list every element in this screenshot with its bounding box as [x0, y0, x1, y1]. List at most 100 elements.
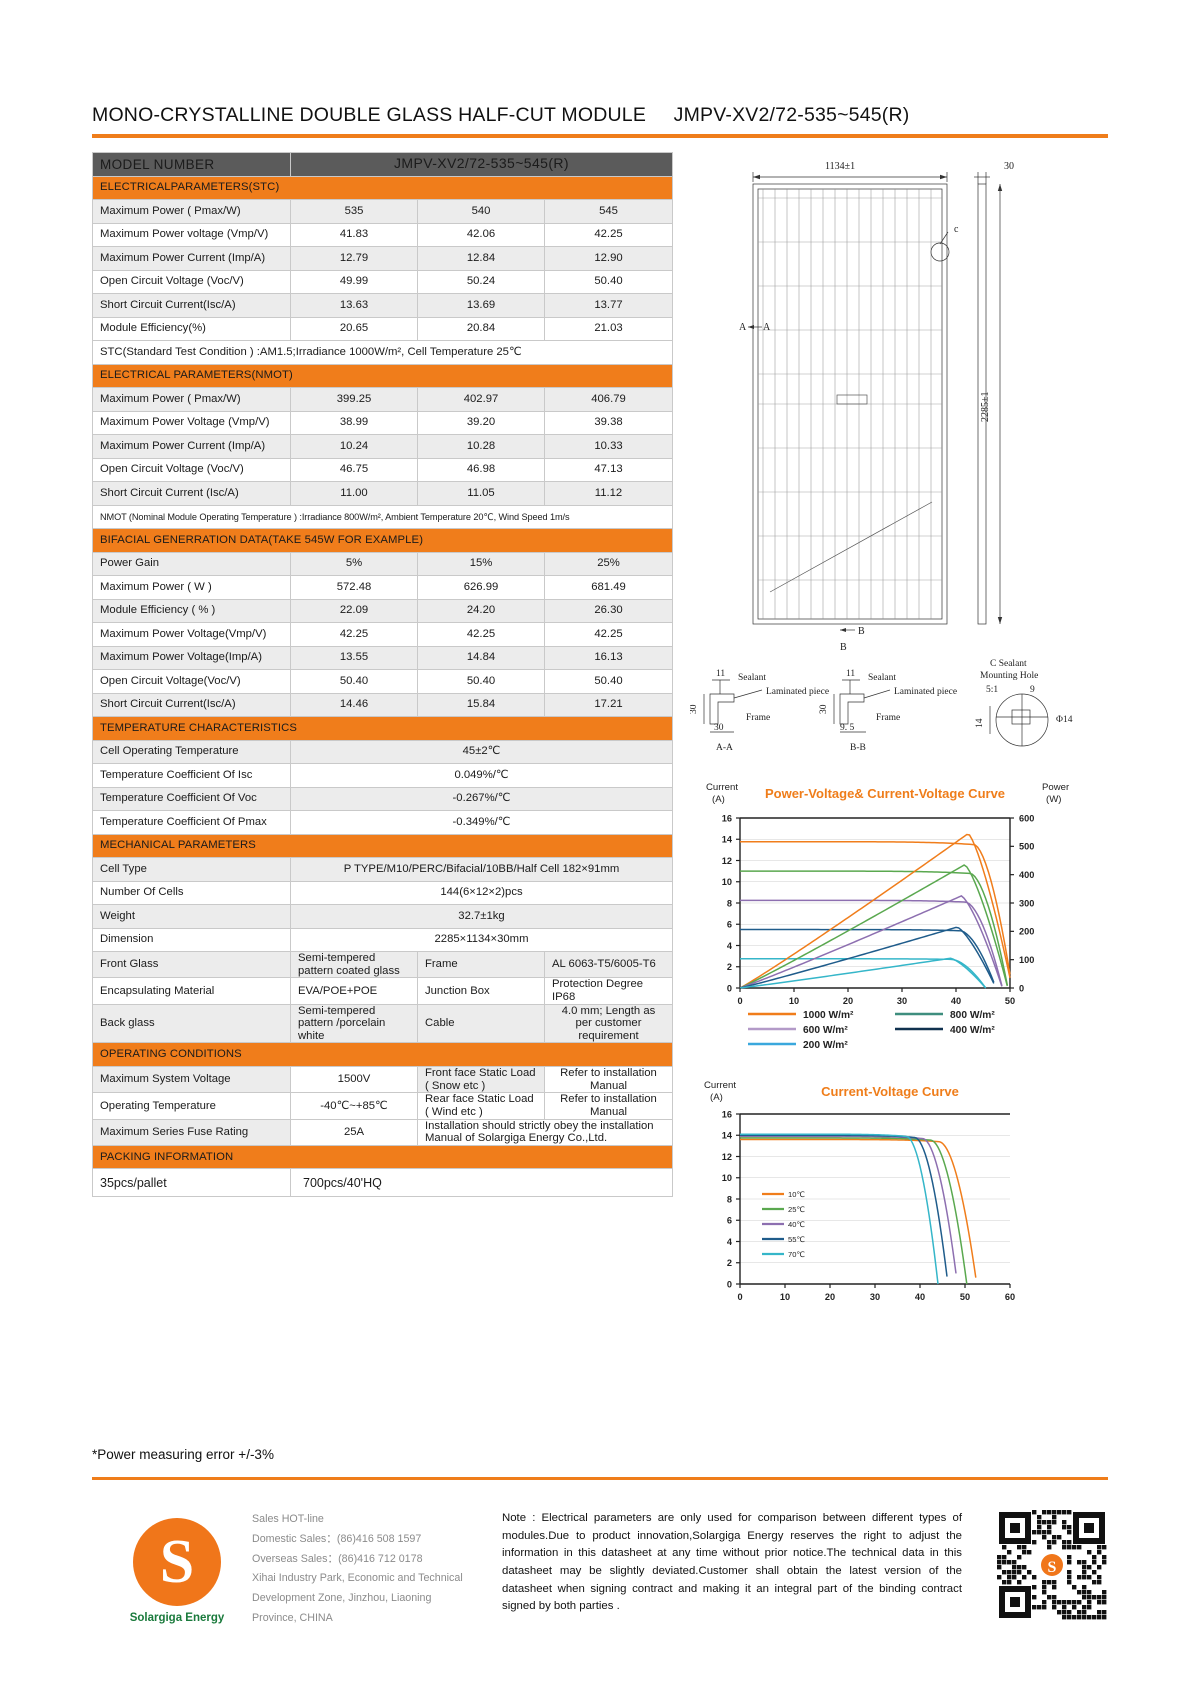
cell-value: 1500V [290, 1065, 418, 1094]
cell-value: 50.40 [417, 669, 545, 694]
chart2-title: Current-Voltage Curve [821, 1084, 959, 1099]
svg-text:4: 4 [727, 941, 733, 951]
label-frame-b: Frame [876, 713, 900, 723]
cell-value: 12.90 [543, 246, 674, 271]
row-label: Open Circuit Voltage (Voc/V) [92, 457, 291, 482]
cell-value: 41.83 [290, 222, 418, 247]
cell-value: 45±2℃ [289, 739, 674, 764]
cell-value: 20.84 [417, 316, 545, 341]
row-label: Short Circuit Current (Isc/A) [92, 481, 291, 506]
cell-value: 12.79 [290, 246, 418, 271]
cell-value: 10.24 [290, 434, 418, 459]
table-row-model: MODEL NUMBER JMPV-XV2/72-535~545(R) [92, 152, 674, 177]
chart1-title: Power-Voltage& Current-Voltage Curve [765, 786, 1005, 801]
drawings-and-charts: 1134±1 30 c A A B B 2285±1 [690, 152, 1108, 1324]
table-row: Maximum Power ( Pmax/W) 535 540 545 [92, 199, 674, 224]
svg-text:30: 30 [870, 1292, 880, 1302]
product-model-text: JMPV-XV2/72-535~545(R) [673, 104, 910, 126]
chart2-legend: 10℃ 25℃ 40℃ 55℃ 70℃ [762, 1190, 805, 1259]
table-row: Maximum Power voltage (Vmp/V) 41.83 42.0… [92, 222, 674, 247]
row-label: Power Gain [92, 551, 291, 576]
section-band-temperature-label: TEMPERATURE CHARACTERISTICS [91, 716, 674, 741]
dim-95: 9. 5 [840, 723, 855, 733]
svg-text:10: 10 [722, 1173, 732, 1183]
chart1-ylabel-right-line1: Power [1042, 782, 1070, 793]
section-label-aa: A-A [716, 743, 733, 753]
cell-value: 26.30 [543, 598, 674, 623]
cell-label: Rear face Static Load ( Wind etc ) [417, 1092, 545, 1120]
dim-hole-9: 9 [1030, 685, 1035, 695]
svg-text:0: 0 [727, 1279, 732, 1289]
svg-text:12: 12 [722, 1152, 732, 1162]
chart2-ylabel-line1: Current [704, 1080, 736, 1091]
cell-value: EVA/POE+POE [290, 977, 418, 1005]
contact-line: Sales HOT-line [252, 1513, 324, 1525]
svg-text:50: 50 [960, 1292, 970, 1302]
cell-value: Protection Degree IP68 [544, 977, 673, 1005]
chart1-ylabel-right-line2: (W) [1046, 794, 1061, 805]
cell-label: Front face Static Load ( Snow etc ) [417, 1065, 545, 1094]
cell-value: 406.79 [543, 387, 674, 412]
row-label: Short Circuit Current(Isc/A) [92, 692, 291, 717]
label-c-sealant: C Sealant [990, 659, 1027, 669]
svg-text:16: 16 [722, 813, 732, 823]
module-mechanical-drawing: 1134±1 30 c A A B B 2285±1 [739, 161, 1014, 653]
cell-value: 545 [543, 199, 674, 224]
chart1-ylabel-left-line2: (A) [712, 794, 725, 805]
contact-line: Xihai Industry Park, Economic and Techni… [252, 1572, 463, 1585]
section-band-mechanical-label: MECHANICAL PARAMETERS [91, 833, 674, 858]
row-label: Encapsulating Material [92, 977, 291, 1005]
cell-value: 681.49 [543, 575, 674, 600]
row-label: Maximum Series Fuse Rating [92, 1118, 291, 1146]
svg-text:40: 40 [951, 996, 961, 1006]
cell-value: 15% [417, 551, 545, 576]
table-row: Number Of Cells 144(6×12×2)pcs [92, 880, 674, 905]
svg-text:500: 500 [1019, 842, 1034, 852]
cell-value: AL 6063-T5/6005-T6 [544, 950, 673, 979]
row-label: Temperature Coefficient Of Isc [92, 763, 291, 788]
callout-c-label: c [954, 224, 959, 235]
cell-value: 14.46 [290, 692, 418, 717]
row-label: Cell Type [92, 857, 291, 882]
dim-width-label: 1134±1 [825, 161, 855, 172]
legal-note: Note : Electrical parameters are only us… [502, 1512, 962, 1613]
cell-value: 2285×1134×30mm [289, 927, 674, 952]
row-label: Temperature Coefficient Of Voc [92, 786, 291, 811]
cell-value: 42.25 [417, 622, 545, 647]
section-mark-b1: B [858, 626, 865, 637]
row-label: Maximum Power Current (Imp/A) [92, 434, 291, 459]
cell-value: P TYPE/M10/PERC/Bifacial/10BB/Half Cell … [289, 857, 674, 882]
cell-value: 50.40 [543, 669, 674, 694]
cell-value: 11.00 [290, 481, 418, 506]
section-band-packing: PACKING INFORMATION [92, 1144, 673, 1170]
cell-value: 49.99 [290, 269, 418, 294]
chart1-legend-label: 800 W/m² [950, 1010, 995, 1021]
qr-logo-letter: S [1048, 1559, 1057, 1576]
table-row: Short Circuit Current(Isc/A) 13.63 13.69… [92, 293, 674, 318]
row-label: Module Efficiency ( % ) [92, 598, 291, 623]
table-row: Short Circuit Current (Isc/A) 11.00 11.0… [92, 481, 674, 506]
section-band-stc: ELECTRICALPARAMETERS(STC) [91, 175, 674, 200]
model-number-label: MODEL NUMBER [92, 152, 291, 177]
cell-value: 144(6×12×2)pcs [289, 880, 674, 905]
svg-text:40: 40 [915, 1292, 925, 1302]
cell-value: 540 [417, 199, 545, 224]
cell-value: 13.55 [290, 645, 418, 670]
chart2-legend-label: 70℃ [788, 1250, 805, 1259]
svg-text:8: 8 [727, 1194, 732, 1204]
chart1-legend-label: 600 W/m² [803, 1025, 848, 1036]
cell-value: 12.84 [417, 246, 545, 271]
table-row: Front Glass Semi-tempered pattern coated… [92, 950, 673, 979]
table-row: Open Circuit Voltage (Voc/V) 46.75 46.98… [92, 457, 674, 482]
chart2-legend-label: 40℃ [788, 1220, 805, 1229]
cell-value: 46.75 [290, 457, 418, 482]
label-sealant-b: Sealant [868, 673, 896, 683]
power-error-note: *Power measuring error +/-3% [92, 1447, 274, 1462]
table-row: 35pcs/pallet 700pcs/40'HQ [92, 1168, 673, 1198]
table-row: Encapsulating Material EVA/POE+POE Junct… [92, 977, 673, 1005]
svg-text:14: 14 [722, 835, 733, 845]
table-row: Maximum System Voltage 1500V Front face … [92, 1065, 673, 1094]
cell-value: 24.20 [417, 598, 545, 623]
svg-text:10: 10 [789, 996, 799, 1006]
